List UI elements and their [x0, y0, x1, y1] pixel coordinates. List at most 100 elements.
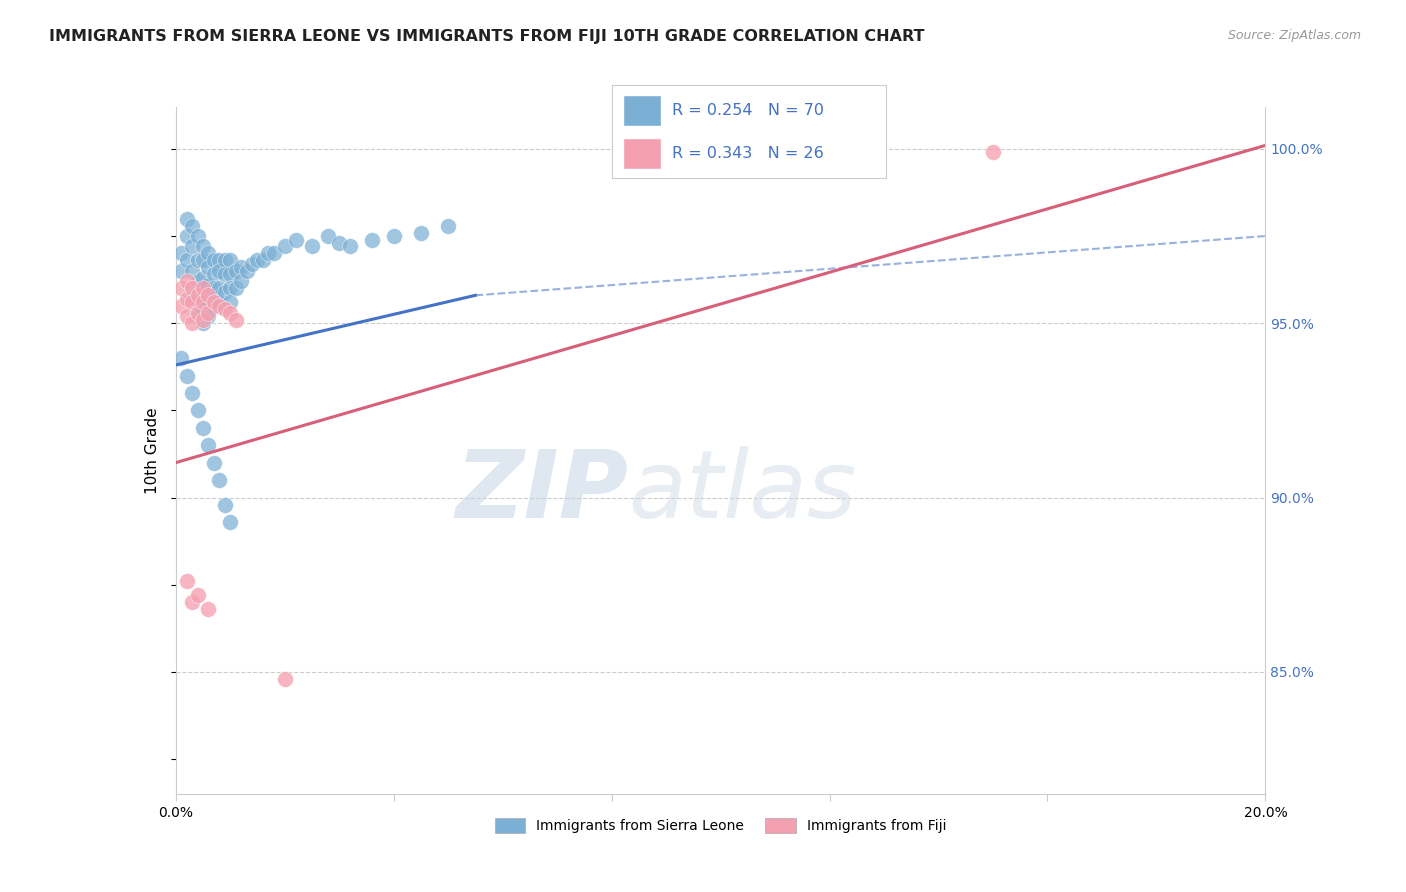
- Point: [301, 239, 323, 253]
- Point: [186, 253, 209, 268]
- Point: [181, 295, 204, 310]
- Point: [214, 253, 236, 268]
- Point: [219, 515, 242, 529]
- Point: [219, 253, 242, 268]
- Point: [318, 229, 340, 244]
- Point: [240, 257, 263, 271]
- Point: [274, 239, 297, 253]
- Point: [360, 233, 382, 247]
- Point: [197, 602, 219, 616]
- Legend: Immigrants from Sierra Leone, Immigrants from Fiji: Immigrants from Sierra Leone, Immigrants…: [489, 812, 952, 838]
- Point: [202, 299, 225, 313]
- Point: [197, 438, 219, 452]
- Point: [197, 288, 219, 302]
- Point: [202, 253, 225, 268]
- Point: [208, 253, 231, 268]
- Point: [197, 310, 219, 324]
- Point: [186, 310, 209, 324]
- Point: [197, 277, 219, 292]
- Point: [235, 264, 257, 278]
- Text: R = 0.254   N = 70: R = 0.254 N = 70: [672, 103, 824, 118]
- Y-axis label: 10th Grade: 10th Grade: [145, 407, 160, 494]
- Point: [225, 264, 247, 278]
- Point: [176, 211, 198, 226]
- Point: [263, 246, 285, 260]
- Point: [176, 368, 198, 383]
- Point: [214, 268, 236, 282]
- Point: [170, 246, 193, 260]
- Point: [197, 292, 219, 306]
- Point: [186, 403, 209, 417]
- Point: [191, 239, 214, 253]
- Point: [197, 260, 219, 275]
- Point: [186, 274, 209, 288]
- Point: [181, 595, 204, 609]
- Point: [197, 306, 219, 320]
- Point: [186, 588, 209, 602]
- Text: R = 0.343   N = 26: R = 0.343 N = 26: [672, 146, 824, 161]
- Point: [181, 386, 204, 401]
- Point: [225, 312, 247, 326]
- Point: [214, 498, 236, 512]
- Point: [202, 456, 225, 470]
- Point: [214, 285, 236, 299]
- Point: [191, 288, 214, 302]
- Point: [202, 281, 225, 295]
- Point: [170, 281, 193, 295]
- Point: [208, 295, 231, 310]
- Point: [202, 295, 225, 310]
- Point: [219, 281, 242, 295]
- Point: [382, 229, 405, 244]
- Point: [208, 264, 231, 278]
- Point: [208, 299, 231, 313]
- Point: [181, 264, 204, 278]
- Point: [170, 264, 193, 278]
- Point: [231, 260, 253, 275]
- Point: [181, 288, 204, 302]
- Bar: [623, 138, 661, 169]
- Point: [274, 672, 297, 686]
- Point: [176, 574, 198, 589]
- Point: [191, 295, 214, 310]
- Point: [176, 274, 198, 288]
- Point: [176, 292, 198, 306]
- Text: IMMIGRANTS FROM SIERRA LEONE VS IMMIGRANTS FROM FIJI 10TH GRADE CORRELATION CHAR: IMMIGRANTS FROM SIERRA LEONE VS IMMIGRAN…: [49, 29, 925, 44]
- Point: [208, 281, 231, 295]
- Text: atlas: atlas: [628, 446, 856, 537]
- Point: [202, 268, 225, 282]
- Point: [246, 253, 269, 268]
- Point: [191, 271, 214, 285]
- Point: [181, 281, 204, 295]
- Point: [191, 281, 214, 295]
- Point: [231, 274, 253, 288]
- Point: [191, 253, 214, 268]
- Point: [186, 292, 209, 306]
- Point: [328, 235, 350, 250]
- Text: ZIP: ZIP: [456, 446, 628, 538]
- Point: [191, 302, 214, 317]
- Point: [186, 288, 209, 302]
- Bar: [623, 95, 661, 126]
- Point: [208, 473, 231, 487]
- Point: [191, 316, 214, 330]
- Point: [176, 229, 198, 244]
- Point: [409, 226, 432, 240]
- Point: [284, 233, 307, 247]
- Point: [186, 229, 209, 244]
- Point: [252, 253, 274, 268]
- Point: [181, 239, 204, 253]
- Point: [981, 145, 1004, 160]
- Point: [225, 281, 247, 295]
- Point: [437, 219, 460, 233]
- Point: [219, 268, 242, 282]
- Point: [219, 295, 242, 310]
- Point: [214, 302, 236, 317]
- Point: [197, 246, 219, 260]
- Point: [191, 312, 214, 326]
- Text: Source: ZipAtlas.com: Source: ZipAtlas.com: [1227, 29, 1361, 42]
- Point: [181, 316, 204, 330]
- Point: [219, 306, 242, 320]
- Point: [176, 310, 198, 324]
- Point: [176, 253, 198, 268]
- Point: [191, 421, 214, 435]
